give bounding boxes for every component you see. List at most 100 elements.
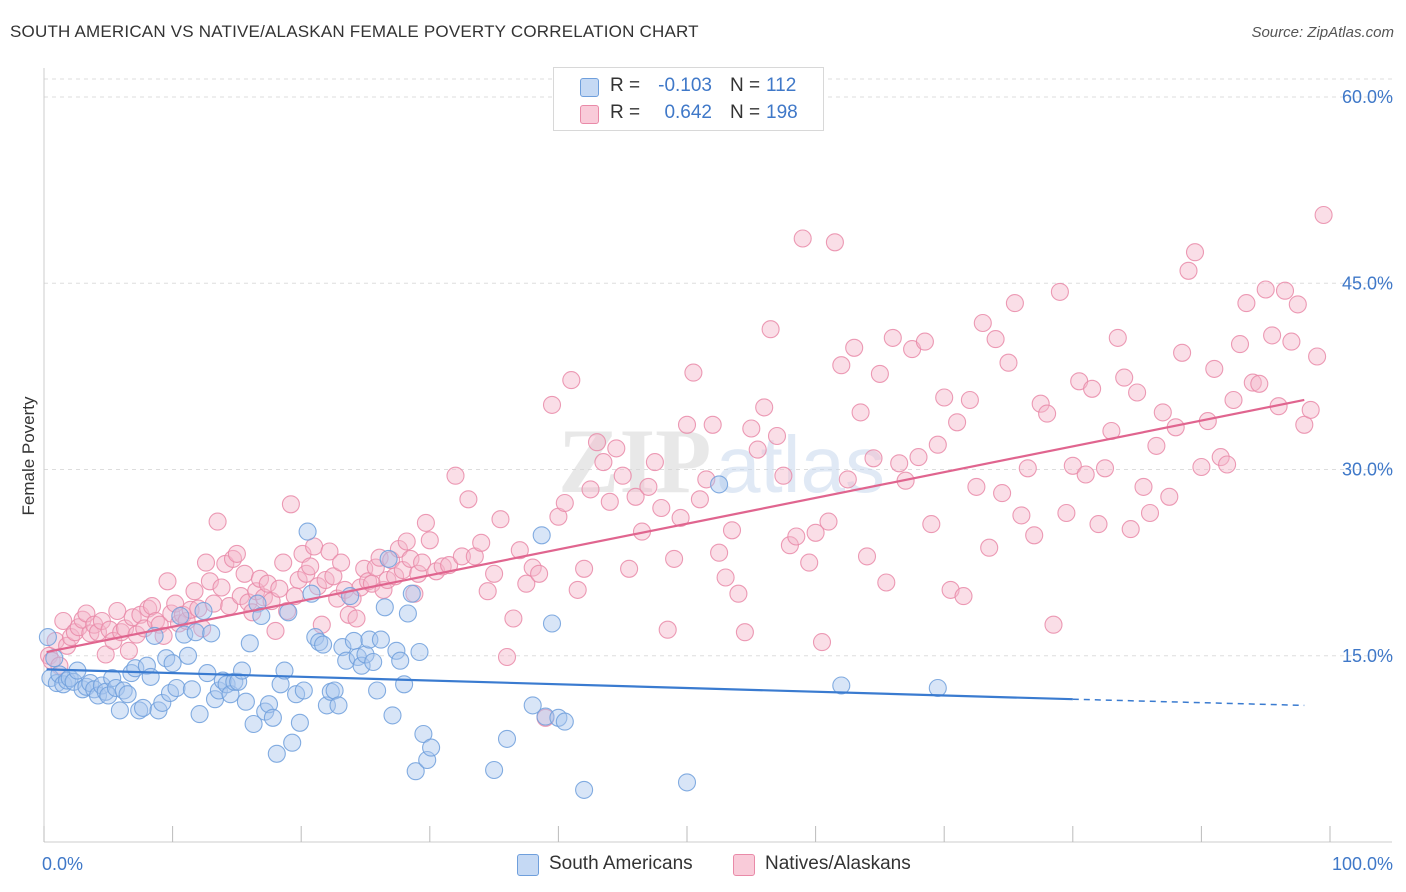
- native-point: [1134, 477, 1153, 496]
- watermark: ZIP atlas: [558, 410, 885, 512]
- native-point: [452, 547, 471, 566]
- south-american-point: [333, 638, 352, 657]
- south-american-point: [167, 678, 186, 698]
- south-american-point: [141, 667, 160, 686]
- native-point: [440, 556, 459, 575]
- south-american-point: [383, 706, 402, 725]
- native-point: [993, 484, 1012, 503]
- native-point: [877, 573, 896, 592]
- bottom-legend-label: Natives/Alaskans: [765, 853, 911, 874]
- native-point: [812, 633, 832, 652]
- native-point: [1031, 394, 1050, 413]
- native-point: [1314, 205, 1333, 225]
- south-american-point: [485, 760, 504, 780]
- native-point: [935, 388, 954, 407]
- south-american-point: [536, 707, 555, 726]
- south-american-point: [263, 708, 282, 727]
- south-american-point: [677, 773, 697, 792]
- native-point: [690, 490, 709, 509]
- native-point: [1288, 295, 1307, 314]
- native-point: [722, 521, 742, 540]
- native-point: [266, 621, 285, 640]
- native-point: [568, 580, 587, 599]
- south-american-point: [414, 724, 433, 744]
- south-american-point: [395, 675, 414, 694]
- south-american-point: [267, 744, 286, 763]
- native-point: [1089, 515, 1108, 534]
- native-point: [703, 415, 722, 434]
- native-point: [1153, 403, 1172, 422]
- legend-swatch-blue: [580, 78, 599, 97]
- south-american-point: [371, 630, 390, 649]
- native-point: [416, 513, 435, 532]
- south-american-point: [497, 729, 517, 748]
- native-point: [1295, 415, 1314, 434]
- native-point: [870, 364, 889, 383]
- south-american-point: [236, 692, 255, 711]
- native-point: [1275, 281, 1295, 300]
- south-american-point: [406, 762, 425, 781]
- native-point: [433, 557, 452, 576]
- native-point: [235, 564, 254, 583]
- natives-alaskans-trend-line: [46, 398, 1305, 654]
- south-american-point: [329, 696, 348, 715]
- native-point: [1083, 379, 1102, 398]
- legend-r-label: R =: [610, 102, 641, 123]
- native-point: [446, 466, 465, 485]
- native-point: [581, 480, 600, 499]
- native-point: [922, 515, 941, 534]
- south-american-point: [178, 646, 198, 665]
- native-point: [1243, 373, 1262, 392]
- native-point: [1140, 503, 1160, 523]
- native-point: [504, 609, 523, 628]
- native-point: [413, 553, 432, 572]
- native-point: [347, 609, 366, 628]
- south-american-point: [391, 651, 410, 670]
- native-point: [196, 553, 216, 572]
- south-american-point: [422, 738, 441, 757]
- native-point: [716, 568, 735, 587]
- native-point: [857, 547, 877, 566]
- native-point: [1179, 261, 1198, 280]
- native-point: [1282, 332, 1301, 351]
- south-american-point: [252, 606, 271, 626]
- native-point: [954, 587, 973, 606]
- native-point: [986, 330, 1005, 349]
- native-point: [1108, 328, 1127, 347]
- native-point: [1308, 347, 1327, 366]
- native-point: [1050, 282, 1069, 301]
- native-point: [485, 564, 504, 583]
- native-point: [710, 543, 729, 562]
- south-american-point: [202, 624, 221, 643]
- native-point: [825, 233, 844, 252]
- legend-row-south-americans: R = -0.103 N = 112: [554, 74, 823, 100]
- native-point: [819, 512, 838, 531]
- native-point: [960, 390, 979, 410]
- native-point: [270, 579, 289, 598]
- native-point: [767, 426, 787, 446]
- native-point: [301, 557, 320, 576]
- native-point: [594, 453, 613, 472]
- native-point: [1038, 404, 1057, 423]
- native-point: [497, 647, 517, 667]
- native-point: [81, 624, 100, 643]
- native-point: [1121, 520, 1140, 539]
- native-point: [973, 313, 992, 333]
- y-axis-label: Female Poverty: [19, 396, 38, 516]
- south-americans-trend-extension: [1072, 698, 1305, 707]
- native-point: [948, 413, 967, 432]
- native-point: [332, 553, 351, 572]
- south-american-point: [325, 681, 344, 700]
- native-point: [735, 623, 754, 642]
- south-american-point: [410, 642, 429, 662]
- native-point: [401, 549, 420, 568]
- native-point: [517, 574, 536, 593]
- south-american-point: [928, 678, 947, 698]
- native-point: [774, 466, 793, 485]
- south-american-point: [283, 733, 302, 752]
- legend: R = -0.103 N = 112 R = 0.642 N = 198: [553, 67, 824, 131]
- native-point: [677, 415, 697, 434]
- native-point: [1160, 487, 1179, 506]
- native-point: [626, 487, 645, 506]
- native-point: [108, 601, 127, 621]
